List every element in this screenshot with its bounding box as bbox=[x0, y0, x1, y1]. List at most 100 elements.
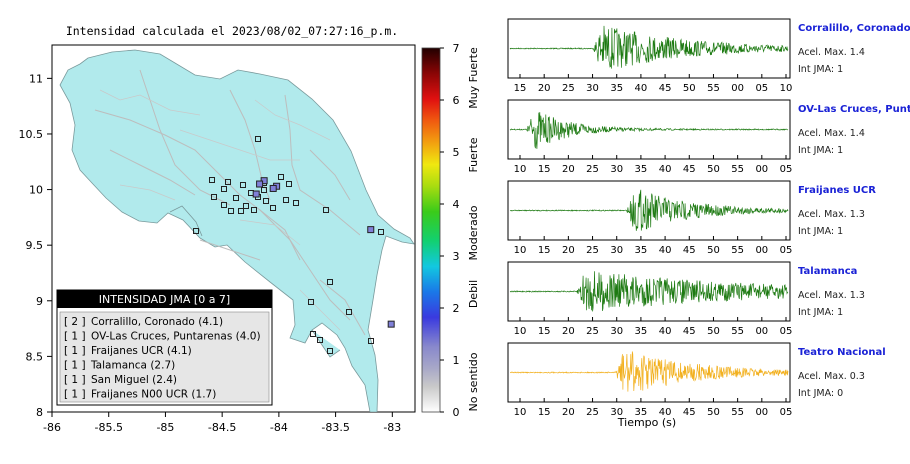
waveform-tick-label: 35 bbox=[610, 83, 623, 94]
waveform-tick-label: 15 bbox=[514, 83, 527, 94]
colorbar-tick-label: 5 bbox=[453, 146, 460, 159]
station-marker bbox=[308, 299, 314, 305]
station-marker bbox=[378, 229, 384, 235]
station-max-accel: Acel. Max. 1.4 bbox=[798, 128, 865, 139]
land-costa-rica bbox=[59, 49, 415, 412]
station-name: Teatro Nacional bbox=[798, 347, 886, 358]
waveform-tick-label: 05 bbox=[780, 164, 793, 175]
station-marker bbox=[221, 186, 227, 192]
map-x-tick-label: -85.5 bbox=[94, 421, 122, 434]
map-y-axis: 11 10.5 10 9.5 9 8.5 8 bbox=[19, 72, 52, 419]
colorbar-category-label: No sentido bbox=[467, 352, 480, 411]
station-marker bbox=[211, 194, 217, 200]
map-x-tick-label: -84.5 bbox=[208, 421, 236, 434]
waveform-tick-label: 30 bbox=[586, 83, 599, 94]
waveform-trace bbox=[510, 351, 789, 392]
waveform-tick-label: 15 bbox=[538, 326, 551, 337]
station-marker bbox=[243, 203, 249, 209]
station-markers bbox=[193, 136, 395, 354]
station-jma-intensity: Int JMA: 1 bbox=[798, 226, 844, 237]
station-jma-intensity: Int JMA: 1 bbox=[798, 64, 844, 75]
waveform-tick-label: 10 bbox=[514, 407, 527, 418]
waveform-panel: 10 15 20 25 30 35 40 45 50 55 00 05 bbox=[507, 261, 793, 337]
station-marker bbox=[233, 195, 239, 201]
legend-title: INTENSIDAD JMA [0 a 7] bbox=[99, 293, 230, 306]
triggered-station-marker bbox=[387, 320, 395, 328]
waveform-trace bbox=[509, 189, 789, 231]
colorbar-tick-label: 6 bbox=[453, 94, 460, 107]
station-marker bbox=[317, 337, 323, 343]
waveform-tick-label: 45 bbox=[683, 164, 696, 175]
waveform-tick-label: 45 bbox=[683, 407, 696, 418]
waveform-tick-label: 50 bbox=[707, 407, 720, 418]
legend-item-count: [ 1 ] bbox=[64, 331, 86, 343]
waveform-tick-label: 25 bbox=[586, 407, 599, 418]
colorbar-tick-label: 7 bbox=[453, 42, 460, 55]
waveform-tick-label: 55 bbox=[731, 164, 744, 175]
legend-item-count: [ 1 ] bbox=[64, 374, 86, 386]
waveform-tick-label: 40 bbox=[659, 407, 672, 418]
triggered-station-marker bbox=[367, 226, 375, 234]
waveform-tick-label: 00 bbox=[755, 164, 768, 175]
waveform-panel: 10 15 20 25 30 35 40 45 50 55 00 05 bbox=[507, 99, 793, 175]
station-marker bbox=[228, 208, 234, 214]
station-max-accel: Acel. Max. 1.4 bbox=[798, 47, 865, 58]
station-name: Fraijanes UCR bbox=[798, 185, 876, 196]
legend-item-name: Corralillo, Coronado (4.1) bbox=[91, 316, 223, 328]
waveform-panels: 15 20 25 30 35 40 45 50 55 00 05 10 10 15 20 25 30 35 40 45… bbox=[507, 18, 793, 418]
station-name: OV-Las Cruces, Puntar bbox=[798, 104, 910, 115]
waveform-tick-label: 05 bbox=[780, 326, 793, 337]
station-marker bbox=[368, 338, 374, 344]
map-y-tick-label: 9.5 bbox=[26, 239, 44, 252]
station-marker bbox=[278, 174, 284, 180]
waveform-tick-label: 30 bbox=[610, 245, 623, 256]
waveform-tick-label: 55 bbox=[731, 407, 744, 418]
waveform-tick-label: 50 bbox=[683, 83, 696, 94]
time-axis-label: Tiempo (s) bbox=[617, 416, 676, 429]
triggered-station-marker bbox=[252, 190, 260, 198]
waveform-tick-label: 35 bbox=[635, 326, 648, 337]
intensity-colorbar: 0 1 2 3 4 5 6 7 No sentido Debil Moderado Fuerte Mu… bbox=[421, 42, 480, 419]
waveform-tick-label: 10 bbox=[514, 326, 527, 337]
waveform-tick-label: 35 bbox=[635, 407, 648, 418]
station-marker bbox=[293, 200, 299, 206]
waveform-tick-label: 35 bbox=[635, 164, 648, 175]
waveform-panel: 15 20 25 30 35 40 45 50 55 00 05 10 bbox=[507, 18, 792, 94]
station-marker bbox=[251, 207, 257, 213]
station-marker bbox=[255, 136, 261, 142]
waveform-tick-label: 25 bbox=[586, 326, 599, 337]
map-x-tick-label: -83 bbox=[383, 421, 401, 434]
station-max-accel: Acel. Max. 0.3 bbox=[798, 371, 865, 382]
station-marker bbox=[286, 181, 292, 187]
legend-item-count: [ 2 ] bbox=[64, 316, 86, 328]
waveform-trace bbox=[509, 112, 789, 149]
station-name: Talamanca bbox=[798, 266, 858, 277]
waveform-tick-label: 15 bbox=[538, 164, 551, 175]
waveform-tick-label: 20 bbox=[562, 164, 575, 175]
waveform-tick-label: 20 bbox=[562, 245, 575, 256]
colorbar-tick-label: 2 bbox=[453, 302, 460, 315]
legend-item-count: [ 1 ] bbox=[64, 345, 86, 357]
station-name: Corralillo, Coronado bbox=[798, 23, 910, 34]
station-marker bbox=[209, 177, 215, 183]
map-x-tick-label: -85 bbox=[156, 421, 174, 434]
waveform-tick-label: 45 bbox=[683, 245, 696, 256]
legend-item-count: [ 1 ] bbox=[64, 360, 86, 372]
station-marker bbox=[193, 228, 199, 234]
triggered-station-marker bbox=[256, 180, 264, 188]
station-marker bbox=[270, 205, 276, 211]
colorbar-tick-label: 1 bbox=[453, 354, 460, 367]
waveform-tick-label: 55 bbox=[707, 83, 720, 94]
station-marker bbox=[323, 207, 329, 213]
waveform-tick-label: 35 bbox=[635, 245, 648, 256]
waveform-tick-label: 15 bbox=[538, 245, 551, 256]
waveform-tick-label: 20 bbox=[562, 326, 575, 337]
waveform-tick-label: 50 bbox=[707, 326, 720, 337]
waveform-tick-label: 50 bbox=[707, 245, 720, 256]
colorbar-category-label: Muy Fuerte bbox=[467, 47, 480, 109]
waveform-tick-label: 40 bbox=[659, 326, 672, 337]
station-max-accel: Acel. Max. 1.3 bbox=[798, 209, 865, 220]
map-x-tick-label: -83.5 bbox=[321, 421, 349, 434]
legend-item-name: Fraijanes N00 UCR (1.7) bbox=[91, 389, 216, 401]
